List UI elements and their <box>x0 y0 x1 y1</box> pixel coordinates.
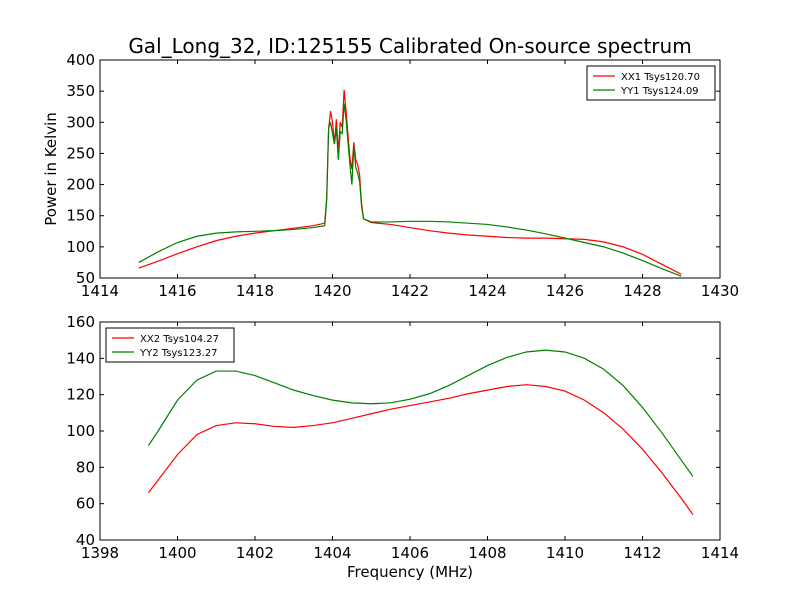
top-x-tick-label: 1424 <box>468 282 506 300</box>
bottom-y-tick-label: 160 <box>66 313 95 331</box>
bottom-x-axis-label: Frequency (MHz) <box>347 563 473 581</box>
bottom-series-line-1 <box>147 349 694 477</box>
bottom-x-tick-label: 1406 <box>391 544 429 562</box>
top-x-tick-label: 1418 <box>236 282 274 300</box>
top-x-tick-label: 1414 <box>81 282 119 300</box>
top-legend-label: XX1 Tsys120.70 <box>621 72 700 83</box>
bottom-legend-box <box>105 327 235 363</box>
top-y-tick-label: 100 <box>66 238 95 256</box>
top-x-tick-label: 1420 <box>313 282 351 300</box>
bottom-series-line-0 <box>147 384 694 515</box>
top-series-line-1 <box>138 103 682 277</box>
top-y-tick-label: 200 <box>66 176 95 194</box>
top-x-tick-label: 1416 <box>158 282 196 300</box>
top-x-tick-label: 1422 <box>391 282 429 300</box>
bottom-y-tick-label: 40 <box>76 531 95 549</box>
bottom-y-tick-label: 120 <box>66 386 95 404</box>
top-x-tick-label: 1428 <box>623 282 661 300</box>
bottom-legend-label: YY2 Tsys123.27 <box>139 348 218 359</box>
top-y-tick-label: 250 <box>66 144 95 162</box>
bottom-x-tick-label: 1398 <box>81 544 119 562</box>
top-y-tick-label: 350 <box>66 82 95 100</box>
figure-title: Gal_Long_32, ID:125155 Calibrated On-sou… <box>128 34 691 58</box>
bottom-plot: Frequency (MHz) 1398 1400 1402 1404 1406 1408… <box>66 313 739 581</box>
bottom-x-tick-label: 1400 <box>158 544 196 562</box>
bottom-legend-label: XX2 Tsys104.27 <box>140 334 219 345</box>
top-x-tick-label: 1426 <box>546 282 584 300</box>
top-y-tick-label: 150 <box>66 207 95 225</box>
top-series-line-0 <box>138 89 682 275</box>
top-legend-box <box>586 65 716 101</box>
bottom-y-tick-label: 140 <box>66 349 95 367</box>
top-x-tick-label: 1430 <box>701 282 739 300</box>
bottom-legend: XX2 Tsys104.27 YY2 Tsys123.27 <box>105 327 235 363</box>
bottom-x-tick-label: 1402 <box>236 544 274 562</box>
top-legend-label: YY1 Tsys124.09 <box>620 86 699 97</box>
top-y-tick-label: 50 <box>76 269 95 287</box>
top-y-axis-label: Power in Kelvin <box>42 112 60 226</box>
bottom-x-tick-label: 1414 <box>701 544 739 562</box>
bottom-x-tick-label: 1410 <box>546 544 584 562</box>
bottom-y-tick-label: 60 <box>76 495 95 513</box>
top-y-tick-label: 300 <box>66 113 95 131</box>
top-plot: Power in Kelvin 1414 1416 1418 1420 1422 1424… <box>42 51 739 300</box>
top-legend: XX1 Tsys120.70 YY1 Tsys124.09 <box>586 65 716 101</box>
bottom-x-tick-label: 1412 <box>623 544 661 562</box>
bottom-x-tick-label: 1408 <box>468 544 506 562</box>
bottom-y-tick-label: 100 <box>66 422 95 440</box>
bottom-y-tick-label: 80 <box>76 458 95 476</box>
top-y-tick-label: 400 <box>66 51 95 69</box>
bottom-x-tick-label: 1404 <box>313 544 351 562</box>
